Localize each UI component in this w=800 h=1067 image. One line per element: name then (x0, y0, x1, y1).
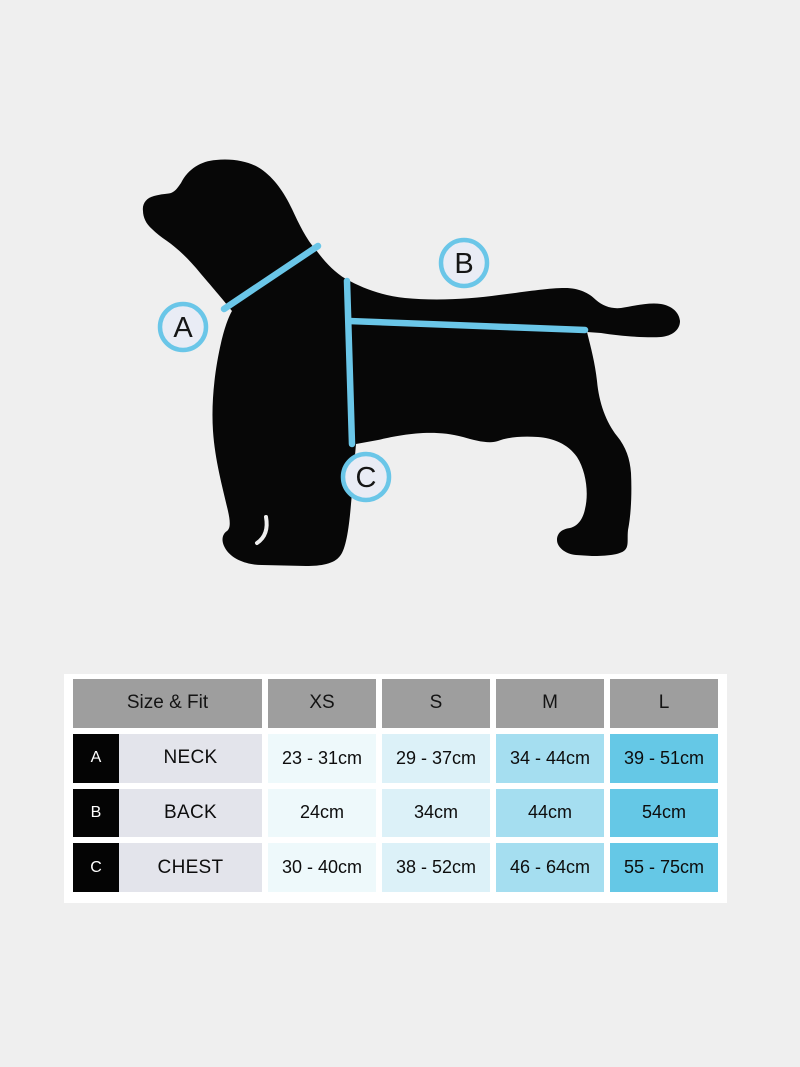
size-table-panel: Size & Fit XS S M L A NECK 23 - 31cm 29 … (64, 674, 727, 903)
chest-m-value: 46 - 64cm (496, 843, 604, 892)
row-badge-c: C (73, 843, 119, 892)
marker-b-label: B (454, 248, 473, 280)
marker-c-circle (340, 451, 392, 503)
marker-a-circle (157, 301, 209, 353)
back-l-value: 54cm (610, 788, 718, 838)
neck-xs-value: 23 - 31cm (268, 733, 376, 783)
row-badge-a: A (73, 733, 119, 783)
row-label-neck: NECK (119, 733, 262, 783)
neck-measure-line (220, 242, 322, 313)
table-row-chest-header: C CHEST (73, 843, 262, 892)
paw-separator-mark (255, 515, 269, 545)
marker-a-label: A (173, 312, 193, 344)
back-xs-value: 24cm (268, 788, 376, 838)
dog-silhouette (142, 159, 680, 566)
marker-c: C (340, 451, 392, 503)
dog-measurement-diagram: A B C (142, 159, 680, 566)
back-s-value: 34cm (382, 788, 490, 838)
size-table: Size & Fit XS S M L A NECK 23 - 31cm 29 … (73, 679, 718, 892)
marker-b-circle (438, 237, 490, 289)
header-size-s: S (382, 679, 490, 728)
row-badge-b: B (73, 788, 119, 838)
neck-s-value: 29 - 37cm (382, 733, 490, 783)
neck-m-value: 34 - 44cm (496, 733, 604, 783)
table-row-neck-header: A NECK (73, 733, 262, 783)
row-label-chest: CHEST (119, 843, 262, 892)
neck-l-value: 39 - 51cm (610, 733, 718, 783)
back-measure-line (345, 317, 589, 334)
table-row-back-header: B BACK (73, 788, 262, 838)
chest-s-value: 38 - 52cm (382, 843, 490, 892)
header-size-m: M (496, 679, 604, 728)
table-corner-header: Size & Fit (73, 679, 262, 728)
row-label-back: BACK (119, 788, 262, 838)
header-size-l: L (610, 679, 718, 728)
back-m-value: 44cm (496, 788, 604, 838)
marker-c-label: C (356, 462, 377, 494)
header-size-xs: XS (268, 679, 376, 728)
chest-xs-value: 30 - 40cm (268, 843, 376, 892)
marker-b: B (438, 237, 490, 289)
chest-l-value: 55 - 75cm (610, 843, 718, 892)
chest-measure-line (343, 277, 356, 448)
marker-a: A (157, 301, 209, 353)
